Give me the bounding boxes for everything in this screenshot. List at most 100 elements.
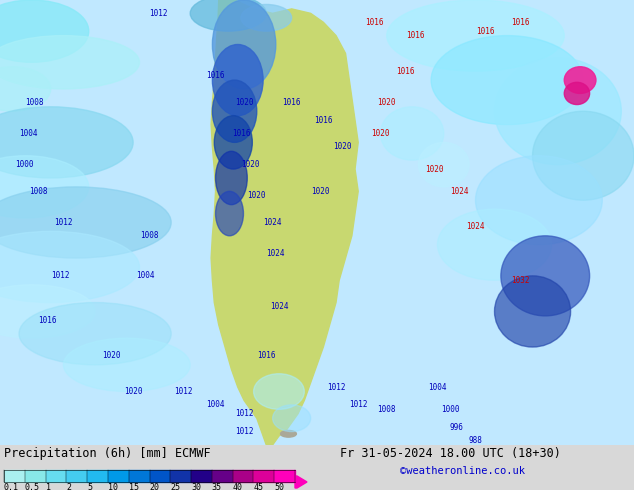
Text: 1012: 1012 (149, 9, 168, 18)
Ellipse shape (216, 191, 243, 236)
Text: 996: 996 (450, 422, 463, 432)
Bar (254, 470, 275, 482)
Text: 1004: 1004 (428, 383, 447, 392)
Ellipse shape (564, 67, 596, 94)
Polygon shape (219, 0, 254, 31)
Bar (25, 470, 46, 482)
Bar (233, 470, 254, 482)
Text: 1032: 1032 (510, 276, 529, 285)
Text: 1016: 1016 (365, 18, 384, 27)
Text: 50: 50 (275, 484, 284, 490)
Text: 988: 988 (469, 436, 482, 445)
Bar (212, 470, 233, 482)
Ellipse shape (212, 45, 263, 116)
Text: 1012: 1012 (327, 383, 346, 392)
Bar (275, 470, 295, 482)
Text: 1016: 1016 (406, 31, 425, 40)
Ellipse shape (216, 151, 247, 205)
Text: 1024: 1024 (450, 187, 469, 196)
Text: 1020: 1020 (333, 142, 352, 151)
Ellipse shape (380, 107, 444, 160)
Text: 1008: 1008 (377, 405, 396, 414)
Text: 1000: 1000 (441, 405, 460, 414)
Text: 1020: 1020 (311, 187, 330, 196)
Ellipse shape (495, 58, 621, 165)
Text: 1016: 1016 (510, 18, 529, 27)
Text: 1012: 1012 (54, 218, 73, 227)
Ellipse shape (63, 338, 190, 392)
Text: 1020: 1020 (371, 129, 390, 138)
Text: 1020: 1020 (235, 98, 254, 107)
Text: 10: 10 (108, 484, 118, 490)
Ellipse shape (387, 0, 564, 71)
Text: 1008: 1008 (139, 231, 158, 240)
Bar (4, 470, 25, 482)
Ellipse shape (0, 67, 51, 111)
Text: 1020: 1020 (124, 387, 143, 396)
Text: 1004: 1004 (136, 271, 155, 280)
Ellipse shape (190, 0, 266, 31)
Text: 0.1: 0.1 (4, 484, 19, 490)
Bar (150, 470, 171, 482)
FancyArrow shape (295, 476, 307, 488)
Ellipse shape (418, 143, 469, 187)
Ellipse shape (273, 405, 311, 432)
Text: ©weatheronline.co.uk: ©weatheronline.co.uk (400, 466, 525, 476)
Text: 1020: 1020 (425, 165, 444, 173)
Text: 1016: 1016 (396, 67, 415, 75)
Text: 2: 2 (67, 484, 72, 490)
Text: 35: 35 (212, 484, 222, 490)
Ellipse shape (431, 36, 583, 124)
Text: 1024: 1024 (466, 222, 485, 231)
Text: 15: 15 (129, 484, 139, 490)
Text: 1016: 1016 (206, 71, 225, 80)
Text: 1008: 1008 (29, 187, 48, 196)
Text: 1020: 1020 (247, 191, 266, 200)
Text: 1016: 1016 (282, 98, 301, 107)
Text: 30: 30 (191, 484, 201, 490)
Text: 1000: 1000 (15, 160, 34, 169)
Text: Precipitation (6h) [mm] ECMWF: Precipitation (6h) [mm] ECMWF (4, 447, 210, 460)
Text: 1020: 1020 (377, 98, 396, 107)
Ellipse shape (501, 236, 590, 316)
Text: 1008: 1008 (25, 98, 44, 107)
Text: 1012: 1012 (349, 400, 368, 409)
Ellipse shape (0, 187, 171, 258)
Text: 5: 5 (87, 484, 92, 490)
Ellipse shape (495, 276, 571, 347)
Text: 1004: 1004 (206, 400, 225, 409)
Ellipse shape (214, 116, 252, 169)
Text: 1016: 1016 (38, 316, 57, 325)
Text: 1024: 1024 (269, 302, 288, 312)
Ellipse shape (0, 285, 95, 338)
Text: 1016: 1016 (231, 129, 250, 138)
Text: 20: 20 (150, 484, 160, 490)
Text: 1012: 1012 (235, 409, 254, 418)
Text: 0.5: 0.5 (25, 484, 40, 490)
Bar (191, 470, 212, 482)
Bar (46, 470, 67, 482)
Polygon shape (211, 0, 358, 445)
Ellipse shape (476, 156, 602, 245)
Text: 1012: 1012 (51, 271, 70, 280)
Ellipse shape (0, 231, 139, 302)
Text: 40: 40 (233, 484, 243, 490)
Ellipse shape (0, 156, 89, 218)
Text: 1020: 1020 (101, 351, 120, 361)
Text: 1016: 1016 (314, 116, 333, 124)
Bar (67, 470, 87, 482)
Bar (171, 470, 191, 482)
Ellipse shape (241, 4, 292, 31)
Text: 1016: 1016 (257, 351, 276, 361)
Ellipse shape (437, 209, 552, 280)
Ellipse shape (254, 374, 304, 409)
Bar (108, 470, 129, 482)
Ellipse shape (212, 0, 276, 89)
Text: 1012: 1012 (235, 427, 254, 436)
Text: 25: 25 (171, 484, 180, 490)
Text: 1020: 1020 (241, 160, 260, 169)
Ellipse shape (0, 107, 133, 178)
Ellipse shape (533, 111, 634, 200)
Bar (87, 470, 108, 482)
Text: 1016: 1016 (476, 26, 495, 36)
